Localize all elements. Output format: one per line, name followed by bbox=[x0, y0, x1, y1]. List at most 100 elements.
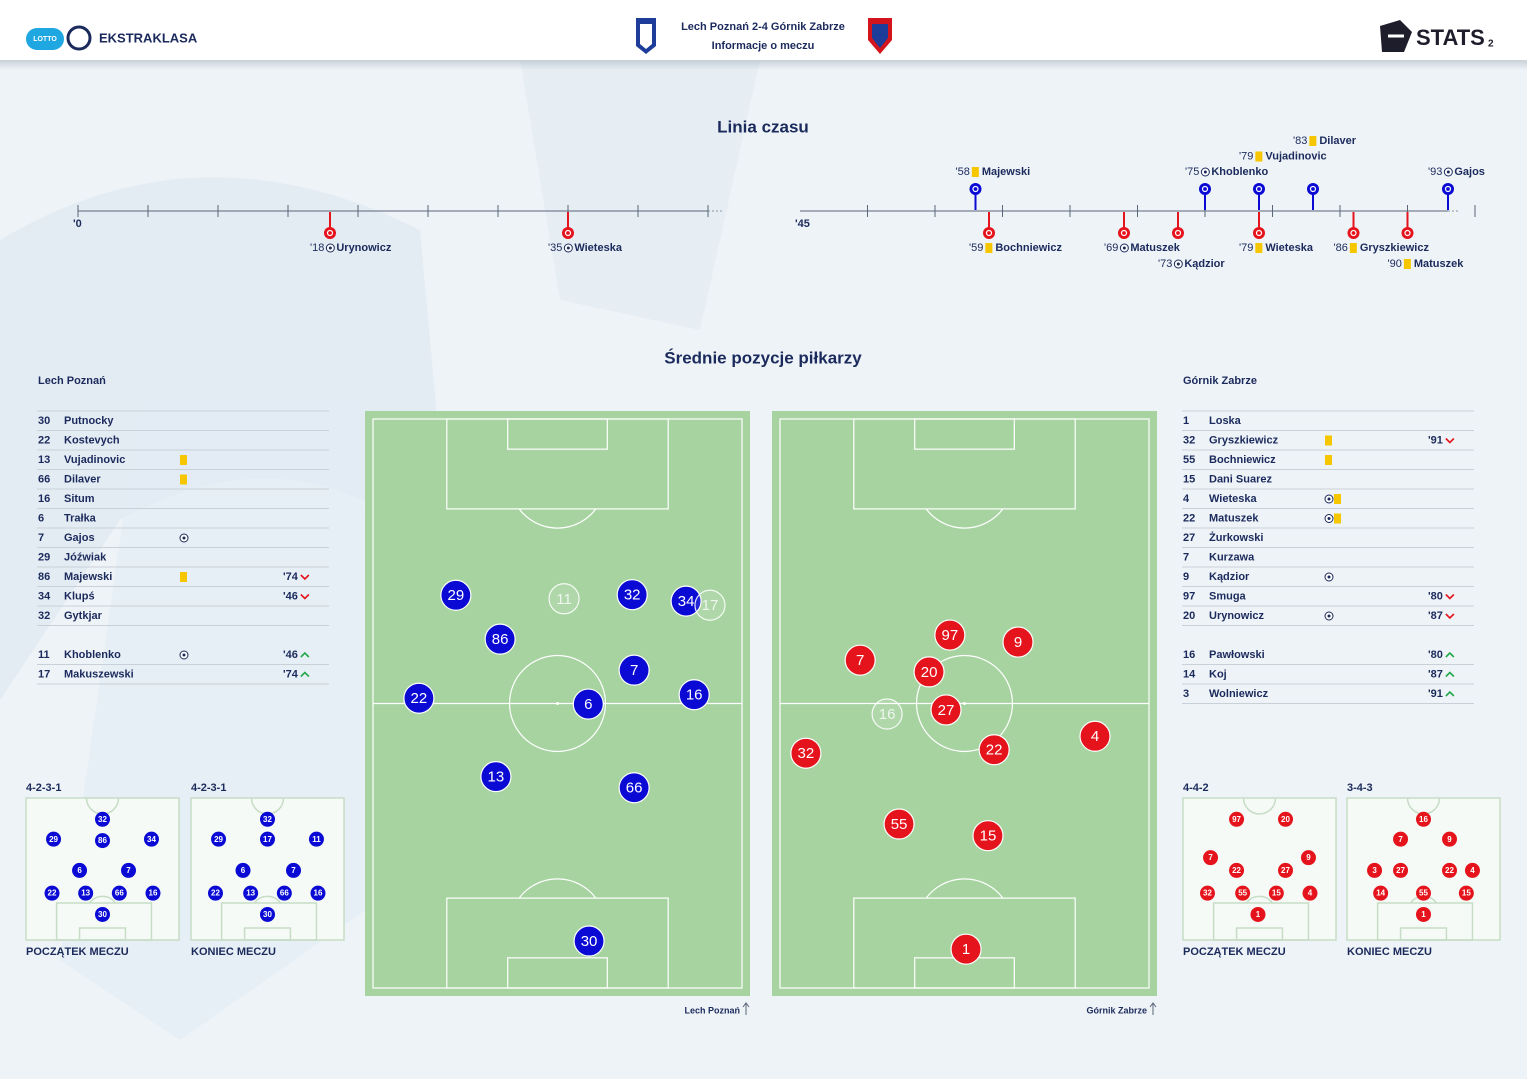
formation-player-number: 97 bbox=[1232, 815, 1241, 824]
player-name: Dani Suarez bbox=[1209, 473, 1272, 485]
positions-title: Średnie pozycje piłkarzy bbox=[664, 348, 862, 367]
player-name: Żurkowski bbox=[1209, 531, 1263, 544]
event-pin bbox=[1401, 227, 1414, 239]
sub-on-arrow bbox=[1445, 671, 1455, 678]
player-position bbox=[440, 579, 472, 611]
player-name: Smuga bbox=[1209, 590, 1247, 602]
player-position-number: 7 bbox=[856, 652, 864, 669]
goal-icon-center bbox=[1327, 517, 1331, 520]
mini-pitch-line bbox=[88, 895, 117, 904]
formation-player bbox=[308, 831, 324, 847]
formation-player bbox=[95, 811, 110, 827]
goal-icon-center bbox=[1203, 170, 1207, 174]
mini-pitch-line bbox=[78, 927, 127, 941]
formation-player bbox=[145, 885, 161, 901]
event-pin bbox=[1307, 183, 1319, 195]
event-pin-hole bbox=[1404, 229, 1411, 237]
player-position-number: 55 bbox=[891, 816, 908, 833]
yellow-card bbox=[180, 474, 187, 485]
player-position bbox=[670, 585, 702, 617]
formation-player-number: 32 bbox=[263, 815, 272, 824]
pitch-line bbox=[925, 508, 1004, 529]
player-number: 16 bbox=[38, 493, 50, 505]
formation-player bbox=[1416, 811, 1431, 827]
formation-player bbox=[95, 833, 110, 849]
player-number: 17 bbox=[38, 668, 50, 680]
yellow-card bbox=[971, 167, 979, 177]
player-position-number: 4 bbox=[1091, 728, 1099, 745]
player-position bbox=[480, 761, 512, 793]
goal-icon-center bbox=[1327, 614, 1331, 618]
player-name: Situm bbox=[64, 493, 95, 505]
event-player: Dilaver bbox=[1319, 135, 1356, 147]
player-number: 86 bbox=[38, 571, 50, 583]
formation-player bbox=[1367, 862, 1383, 878]
formation-player bbox=[1278, 862, 1294, 878]
formation-player-number: 30 bbox=[98, 910, 107, 919]
player-name: Jóźwiak bbox=[64, 551, 107, 563]
yellow-card bbox=[180, 572, 187, 582]
event-minute: '18 bbox=[310, 242, 324, 254]
player-number: 14 bbox=[1183, 668, 1196, 680]
formation-player-number: 7 bbox=[126, 866, 131, 875]
formation-player bbox=[260, 831, 275, 847]
event-player: Urynowicz bbox=[336, 242, 392, 254]
event-pin-hole bbox=[1350, 229, 1357, 237]
player-position-number: 32 bbox=[624, 587, 641, 604]
formation-player bbox=[260, 906, 275, 922]
lotto-text: LOTTO bbox=[33, 36, 57, 43]
team-name: Lech Poznań bbox=[38, 375, 106, 387]
formation-player-number: 6 bbox=[77, 866, 82, 875]
event-player: Matuszek bbox=[1130, 242, 1180, 254]
player-position-number: 1 bbox=[962, 941, 970, 958]
event-label: '93 Gajos bbox=[1428, 166, 1485, 178]
sub-minute: '74 bbox=[283, 571, 299, 583]
pitch-line bbox=[518, 508, 597, 529]
player-position bbox=[572, 688, 604, 720]
player-number: 13 bbox=[38, 454, 50, 466]
event-label: '59 Bochniewicz bbox=[969, 242, 1062, 254]
away-crest-inner bbox=[872, 24, 888, 48]
sub-minute: '91 bbox=[1428, 434, 1443, 446]
formation-player-number: 13 bbox=[81, 889, 90, 898]
player-position-number: 34 bbox=[678, 593, 695, 610]
player-number: 55 bbox=[1183, 454, 1195, 466]
event-pin bbox=[324, 227, 336, 239]
formation-player bbox=[1229, 811, 1245, 827]
mini-pitch-line bbox=[1235, 927, 1284, 941]
event-player: Khoblenko bbox=[1211, 166, 1268, 178]
event-pin bbox=[1253, 183, 1265, 195]
player-name: Gajos bbox=[64, 532, 95, 544]
event-pin-hole bbox=[1309, 185, 1317, 193]
event-pin bbox=[562, 227, 574, 239]
player-number: 1 bbox=[1183, 415, 1189, 427]
event-label: '83 Dilaver bbox=[1293, 135, 1357, 147]
event-pin-hole bbox=[972, 185, 979, 193]
sub-minute: '87 bbox=[1428, 668, 1443, 680]
player-position-number: 32 bbox=[798, 745, 815, 762]
player-number: 20 bbox=[1183, 610, 1195, 622]
yellow-card bbox=[1403, 259, 1411, 269]
formation-player-number: 55 bbox=[1238, 889, 1247, 898]
event-pin-hole bbox=[985, 229, 993, 237]
player-position-number: 17 bbox=[702, 597, 719, 614]
direction-arrow bbox=[1149, 1002, 1157, 1015]
formation-player-number: 13 bbox=[246, 889, 255, 898]
event-pin-hole bbox=[1120, 229, 1128, 237]
brand: EKSTRAKLASA bbox=[99, 30, 198, 45]
player-number: 32 bbox=[1183, 434, 1195, 446]
player-name: Matuszek bbox=[1209, 512, 1259, 524]
event-label: '75 Khoblenko bbox=[1185, 166, 1268, 178]
player-position bbox=[790, 737, 822, 769]
formation-player-number: 66 bbox=[280, 889, 289, 898]
formation-player bbox=[44, 885, 60, 901]
player-position bbox=[1002, 626, 1034, 658]
goal-icon-center bbox=[328, 246, 332, 250]
formation-player bbox=[1300, 850, 1316, 866]
formation-player bbox=[310, 885, 326, 901]
player-number: 6 bbox=[38, 512, 44, 524]
sub-player-position bbox=[871, 698, 903, 730]
event-label: '79 Wieteska bbox=[1239, 242, 1314, 254]
goal-icon-center bbox=[566, 246, 570, 250]
formation-player-number: 22 bbox=[211, 889, 220, 898]
